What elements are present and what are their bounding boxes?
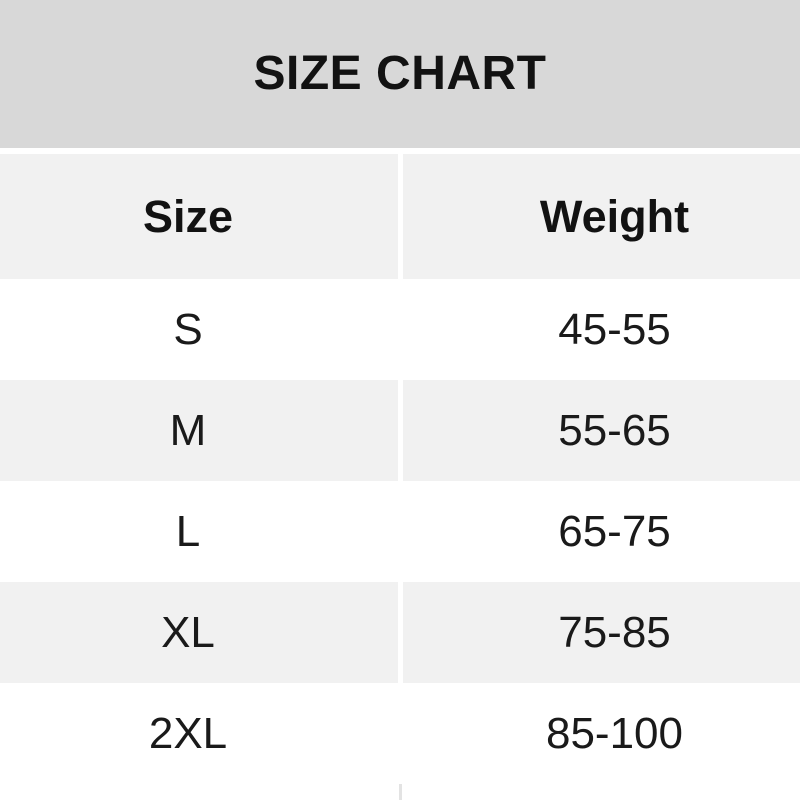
weight-cell: 65-75 xyxy=(558,506,671,556)
column-divider xyxy=(398,380,403,481)
column-divider xyxy=(398,683,403,784)
table-row: XL 75-85 xyxy=(0,582,800,683)
column-header-weight: Weight xyxy=(403,154,800,279)
weight-cell: 75-85 xyxy=(403,582,800,683)
chart-title: SIZE CHART xyxy=(253,47,547,100)
table-row: L 65-75 xyxy=(0,481,800,582)
column-divider xyxy=(398,154,403,279)
table-header-row: Size Weight xyxy=(0,154,800,279)
column-divider xyxy=(398,481,403,582)
table-row: S 45-55 xyxy=(0,279,800,380)
weight-cell: 55-65 xyxy=(403,380,800,481)
table-row: 2XL 85-100 xyxy=(0,683,800,784)
size-cell: S xyxy=(173,304,203,354)
size-table: Size Weight S 45-55 M 55-65 L 65-75 XL 7… xyxy=(0,154,800,784)
table-row: M 55-65 xyxy=(0,380,800,481)
size-cell: M xyxy=(0,380,398,481)
size-cell: XL xyxy=(0,582,398,683)
size-cell: 2XL xyxy=(148,708,228,758)
next-row-divider-artifact xyxy=(399,784,402,800)
weight-cell: 45-55 xyxy=(558,304,671,354)
chart-title-banner: SIZE CHART xyxy=(0,0,800,148)
column-divider xyxy=(398,582,403,683)
column-header-size: Size xyxy=(0,154,398,279)
weight-cell: 85-100 xyxy=(545,708,683,758)
size-cell: L xyxy=(175,506,201,556)
column-divider xyxy=(398,279,403,380)
